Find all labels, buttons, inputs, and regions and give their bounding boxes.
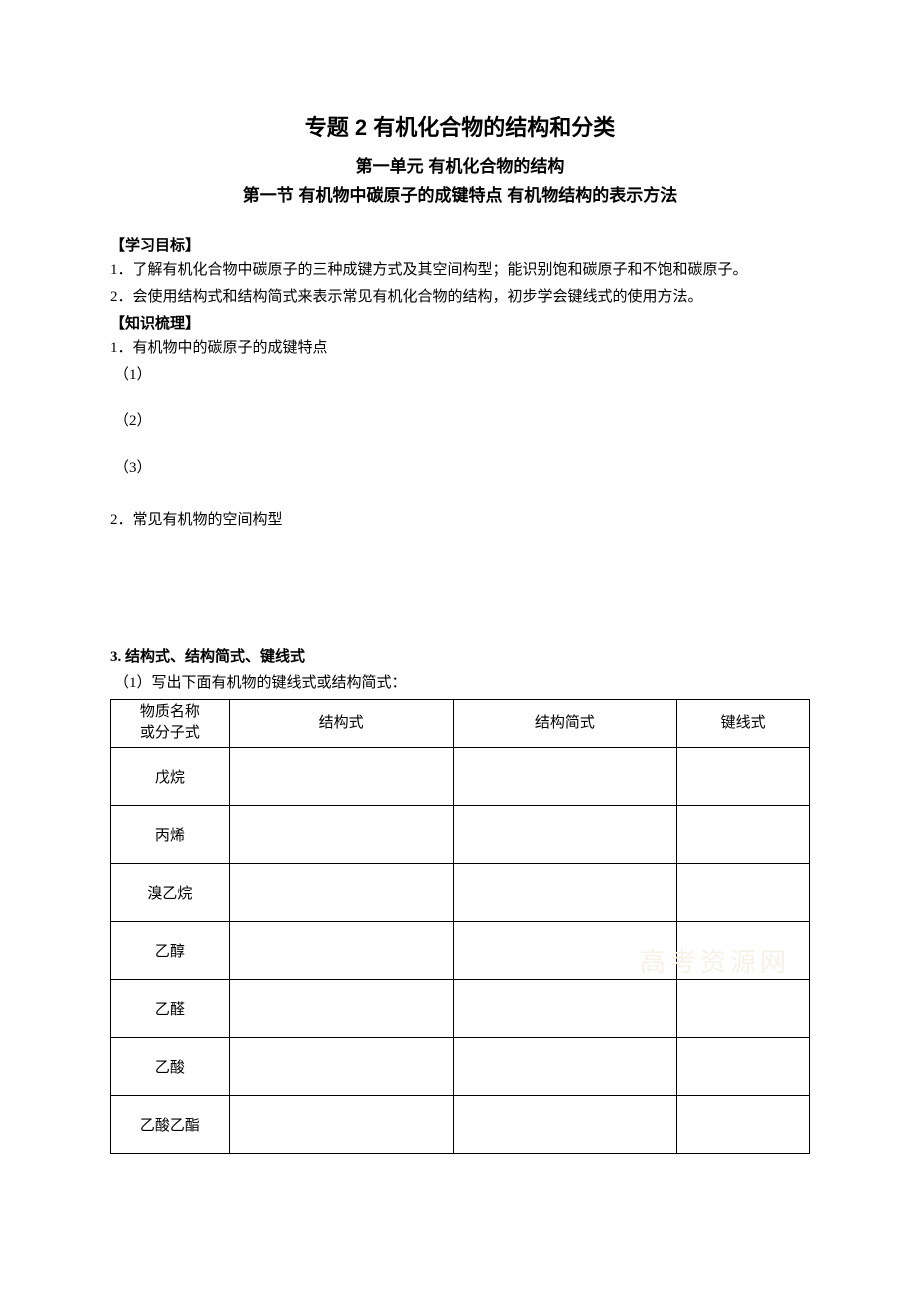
knowledge-item-1: 1．有机物中的碳原子的成键特点 — [110, 337, 810, 360]
table-header-cell: 结构式 — [229, 699, 453, 747]
table-cell: 乙酸 — [111, 1037, 230, 1095]
table-cell — [453, 921, 677, 979]
table-cell — [677, 1037, 810, 1095]
table-cell — [229, 805, 453, 863]
table-cell: 丙烯 — [111, 805, 230, 863]
table-row: 乙醇 — [111, 921, 810, 979]
table-cell — [453, 979, 677, 1037]
table-cell — [677, 979, 810, 1037]
table-cell — [229, 863, 453, 921]
table-cell — [677, 1095, 810, 1153]
knowledge-header: 【知识梳理】 — [110, 312, 810, 333]
table-header-row: 物质名称或分子式 结构式 结构简式 键线式 — [111, 699, 810, 747]
learning-goal-1: 1．了解有机化合物中碳原子的三种成键方式及其空间构型；能识别饱和碳原子和不饱和碳… — [110, 259, 810, 282]
table-cell — [677, 863, 810, 921]
table-cell — [677, 747, 810, 805]
table-cell — [229, 921, 453, 979]
table-cell — [453, 863, 677, 921]
spacer — [110, 479, 810, 509]
knowledge-item-2: 2．常见有机物的空间构型 — [110, 509, 810, 532]
table-row: 溴乙烷 — [111, 863, 810, 921]
table-row: 乙酸 — [111, 1037, 810, 1095]
table-cell — [229, 1037, 453, 1095]
header-line1: 物质名称或分子式 — [140, 704, 200, 741]
section-title: 第一节 有机物中碳原子的成键特点 有机物结构的表示方法 — [110, 181, 810, 206]
knowledge-sub-2: （2） — [114, 410, 810, 433]
table-cell — [453, 1037, 677, 1095]
table-header-cell: 结构简式 — [453, 699, 677, 747]
table-cell — [453, 805, 677, 863]
table-header-cell: 物质名称或分子式 — [111, 699, 230, 747]
page-title: 专题 2 有机化合物的结构和分类 — [110, 110, 810, 142]
table-header-cell: 键线式 — [677, 699, 810, 747]
learning-goal-2: 2．会使用结构式和结构简式来表示常见有机化合物的结构，初步学会键线式的使用方法。 — [110, 286, 810, 309]
spacer — [110, 536, 810, 646]
table-cell — [229, 979, 453, 1037]
table-cell: 乙醛 — [111, 979, 230, 1037]
knowledge-sub-3: （3） — [114, 457, 810, 480]
table-row: 乙醛 — [111, 979, 810, 1037]
learning-goals-header: 【学习目标】 — [110, 234, 810, 255]
table-row: 戊烷 — [111, 747, 810, 805]
table-row: 丙烯 — [111, 805, 810, 863]
table-cell — [677, 805, 810, 863]
table-cell — [229, 1095, 453, 1153]
table-cell — [453, 747, 677, 805]
unit-title: 第一单元 有机化合物的结构 — [110, 152, 810, 177]
spacer — [110, 433, 810, 457]
table-cell — [229, 747, 453, 805]
table-cell: 乙酸乙酯 — [111, 1095, 230, 1153]
spacer — [110, 386, 810, 410]
table-cell: 乙醇 — [111, 921, 230, 979]
knowledge-item-3: 3. 结构式、结构简式、键线式 — [110, 646, 810, 669]
table-row: 乙酸乙酯 — [111, 1095, 810, 1153]
structure-table: 物质名称或分子式 结构式 结构简式 键线式 戊烷 丙烯 溴乙烷 乙醇 乙醛 乙酸 — [110, 699, 810, 1154]
knowledge-sub-1: （1） — [114, 364, 810, 387]
table-cell — [677, 921, 810, 979]
knowledge-sub-3-1: （1）写出下面有机物的键线式或结构简式： — [114, 672, 810, 695]
table-cell — [453, 1095, 677, 1153]
table-cell: 溴乙烷 — [111, 863, 230, 921]
table-cell: 戊烷 — [111, 747, 230, 805]
